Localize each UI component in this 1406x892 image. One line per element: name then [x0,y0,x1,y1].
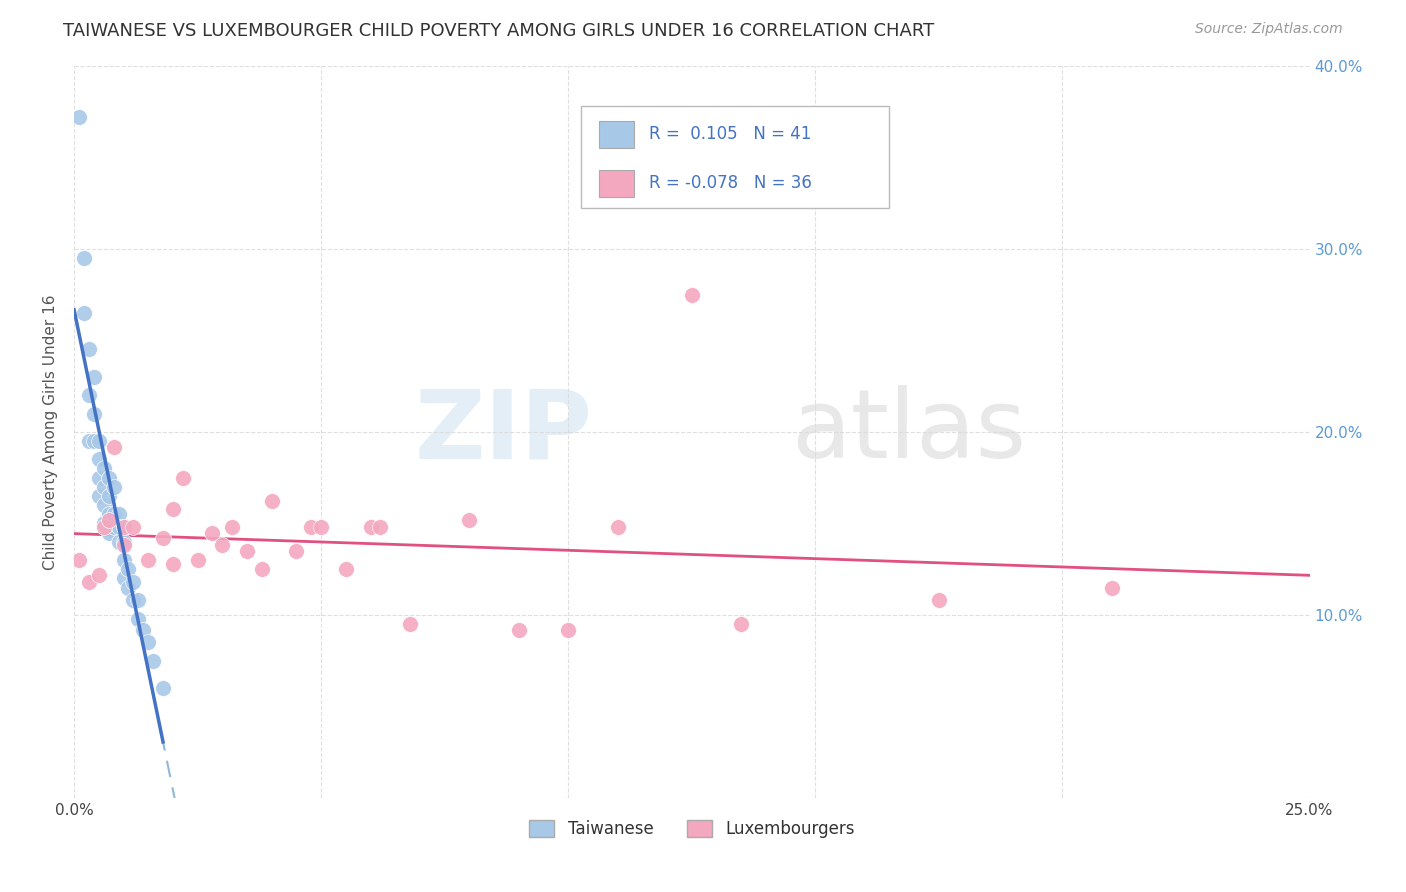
Point [132,623,155,637]
Point [299,520,322,534]
Point [87,434,110,448]
Point [107,520,129,534]
Point [97,525,120,540]
Point [928,593,950,607]
Point [606,520,628,534]
Point [127,612,149,626]
Point [211,538,233,552]
Point [107,508,129,522]
Point [681,287,703,301]
Point [93,480,115,494]
Point [370,520,392,534]
Point [335,562,357,576]
Point [127,593,149,607]
Point [87,470,110,484]
Point [103,440,125,454]
Point [201,525,224,540]
Point [112,538,135,552]
Point [67,110,90,124]
Point [97,508,120,522]
Point [67,553,90,567]
Text: Source: ZipAtlas.com: Source: ZipAtlas.com [1195,22,1343,37]
Point [97,489,120,503]
Point [162,501,184,516]
Point [117,581,139,595]
Point [260,494,283,508]
Point [112,553,135,567]
Point [557,623,579,637]
Point [103,508,125,522]
FancyBboxPatch shape [599,169,634,197]
Point [162,557,184,571]
Point [122,520,145,534]
Point [1101,581,1123,595]
Point [112,534,135,549]
Point [112,571,135,585]
Text: atlas: atlas [790,385,1026,478]
Point [360,520,382,534]
Point [250,562,273,576]
Point [73,251,96,265]
Point [77,575,100,590]
Y-axis label: Child Poverty Among Girls Under 16: Child Poverty Among Girls Under 16 [44,294,58,570]
Point [93,516,115,531]
Point [136,635,159,649]
Legend: Taiwanese, Luxembourgers: Taiwanese, Luxembourgers [523,814,860,845]
Point [117,562,139,576]
Point [97,470,120,484]
Point [103,520,125,534]
Point [77,343,100,357]
Point [508,623,530,637]
Point [87,489,110,503]
Point [236,544,259,558]
Point [152,681,174,696]
Point [136,553,159,567]
Text: ZIP: ZIP [415,385,593,478]
Point [399,617,422,632]
Text: R = -0.078   N = 36: R = -0.078 N = 36 [648,174,811,192]
Point [97,513,120,527]
Point [87,567,110,582]
FancyBboxPatch shape [599,120,634,148]
Point [73,306,96,320]
Point [107,534,129,549]
FancyBboxPatch shape [581,106,890,209]
Point [103,480,125,494]
Point [112,520,135,534]
Point [93,461,115,475]
Point [221,520,243,534]
Point [730,617,752,632]
Point [122,593,145,607]
Point [83,434,105,448]
Point [285,544,308,558]
Point [142,654,165,668]
Point [122,575,145,590]
Point [77,388,100,402]
Point [93,498,115,512]
Text: R =  0.105   N = 41: R = 0.105 N = 41 [648,125,811,143]
Point [83,407,105,421]
Point [458,513,481,527]
Point [83,370,105,384]
Text: TAIWANESE VS LUXEMBOURGER CHILD POVERTY AMONG GIRLS UNDER 16 CORRELATION CHART: TAIWANESE VS LUXEMBOURGER CHILD POVERTY … [63,22,935,40]
Point [152,531,174,545]
Point [112,520,135,534]
Point [93,520,115,534]
Point [77,434,100,448]
Point [187,553,209,567]
Point [172,470,194,484]
Point [87,452,110,467]
Point [309,520,332,534]
